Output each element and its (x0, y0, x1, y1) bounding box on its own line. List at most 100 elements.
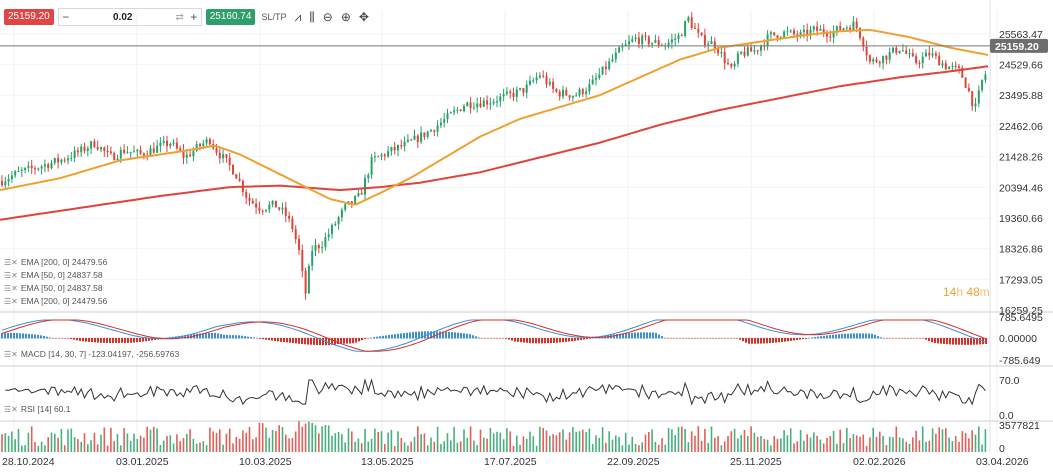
volume-bar (961, 431, 964, 452)
volume-bar (473, 440, 475, 452)
plus-button[interactable]: + (190, 10, 198, 24)
volume-bar (400, 437, 403, 452)
volume-bar (954, 436, 957, 452)
macd-histogram-bar (664, 337, 666, 339)
volume-bar (624, 432, 627, 452)
volume-bar (291, 438, 294, 452)
candle-body (20, 170, 23, 172)
volume-bar (737, 438, 739, 452)
macd-histogram-bar (70, 338, 72, 339)
macd-histogram-bar (742, 338, 744, 342)
settings-icon[interactable]: ☰✕ (4, 297, 18, 306)
macd-histogram-bar (136, 338, 138, 343)
sell-price-button[interactable]: 25159.20 (4, 9, 54, 25)
macd-histogram-bar (280, 338, 282, 342)
legend-row[interactable]: ☰✕ MACD [14, 30, 7] -123.04197, -256.5976… (4, 348, 179, 361)
y-tick-label: 21428.26 (999, 152, 1043, 164)
macd-histogram-bar (625, 333, 627, 339)
macd-histogram-bar (799, 338, 801, 340)
candle-body (789, 30, 792, 32)
panel-y-tick-label: 0.00000 (999, 333, 1037, 345)
macd-histogram-bar (883, 338, 885, 339)
volume-bar (212, 431, 214, 452)
settings-icon[interactable]: ☰✕ (4, 284, 18, 293)
zoom-in-icon[interactable]: ⊕ (340, 10, 351, 24)
settings-icon[interactable]: ☰✕ (4, 405, 18, 414)
volume-bar (671, 429, 673, 452)
volume-bar (156, 428, 158, 452)
volume-bar (766, 439, 769, 452)
candle-body (294, 228, 297, 240)
sltp-button[interactable]: SL/TP (261, 12, 287, 22)
candle-body (806, 29, 809, 36)
macd-histogram-bar (880, 337, 882, 339)
minus-button[interactable]: − (62, 10, 70, 24)
volume-bar (301, 426, 304, 452)
zoom-out-icon[interactable]: ⊖ (322, 10, 333, 24)
macd-histogram-bar (502, 338, 504, 339)
volume-bar (483, 437, 485, 452)
volume-bar (17, 428, 20, 452)
candle-body (555, 88, 558, 92)
quantity-stepper[interactable]: − 0.02 ⇄ + (57, 8, 202, 26)
legend-row[interactable]: ☰✕ EMA [50, 0] 24837.58 (4, 269, 107, 282)
volume-bar (786, 435, 789, 452)
macd-histogram-bar (769, 338, 771, 344)
volume-bar (354, 441, 356, 452)
candle-body (921, 56, 924, 64)
macd-histogram-bar (85, 338, 87, 342)
y-tick-label: 18326.86 (999, 244, 1043, 256)
macd-histogram-bar (232, 335, 234, 339)
macd-histogram-bar (967, 338, 969, 345)
candle-body (119, 149, 122, 159)
macd-histogram-bar (817, 336, 819, 339)
macd-histogram-bar (850, 333, 852, 339)
volume-bar (123, 428, 125, 452)
candle-body (674, 38, 677, 40)
volume-bar (562, 429, 564, 452)
macd-histogram-bar (928, 338, 930, 341)
legend-row[interactable]: ☰✕ EMA [200, 0] 24479.56 (4, 295, 107, 308)
candle-body (416, 135, 419, 142)
candle-body (984, 74, 987, 80)
macd-histogram-bar (559, 338, 561, 343)
crosshair-icon[interactable]: ✥ (358, 10, 369, 24)
candle-body (278, 207, 281, 210)
volume-bar (631, 436, 634, 452)
macd-histogram-bar (109, 338, 111, 343)
candles-icon[interactable]: ⫼ (309, 9, 315, 24)
settings-icon[interactable]: ☰✕ (4, 350, 18, 359)
macd-histogram-bar (493, 338, 495, 339)
candle-body (802, 29, 805, 33)
volume-bar (611, 439, 614, 452)
macd-histogram-bar (289, 338, 291, 343)
volume-bar (657, 444, 660, 452)
candle-body (595, 77, 597, 80)
volume-bar (7, 435, 10, 452)
legend-row[interactable]: ☰✕ RSI [14] 60.1 (4, 403, 71, 416)
quantity-input[interactable]: 0.02 (112, 11, 133, 23)
settings-icon[interactable]: ☰✕ (4, 258, 18, 267)
macd-histogram-bar (61, 338, 63, 339)
buy-price-button[interactable]: 25160.74 (205, 9, 256, 25)
candle-body (113, 153, 116, 161)
macd-histogram-bar (67, 338, 69, 339)
macd-histogram-bar (589, 338, 591, 339)
macd-histogram-bar (406, 332, 408, 339)
macd-histogram-bar (1, 332, 3, 339)
legend-row[interactable]: ☰✕ EMA [50, 0] 24837.58 (4, 282, 107, 295)
volume-bar (67, 429, 69, 452)
macd-histogram-bar (196, 333, 198, 339)
settings-icon[interactable]: ☰✕ (4, 271, 18, 280)
line-chart-icon[interactable]: ⩘ (294, 9, 302, 24)
volume-bar (133, 433, 135, 452)
candle-body (502, 93, 505, 97)
candle-body (532, 80, 535, 82)
candle-body (644, 35, 647, 37)
swap-icon[interactable]: ⇄ (175, 11, 184, 23)
legend-row[interactable]: ☰✕ EMA [200, 0] 24479.56 (4, 256, 107, 269)
macd-histogram-bar (499, 338, 501, 339)
macd-histogram-bar (151, 338, 153, 341)
volume-bar (96, 444, 99, 452)
